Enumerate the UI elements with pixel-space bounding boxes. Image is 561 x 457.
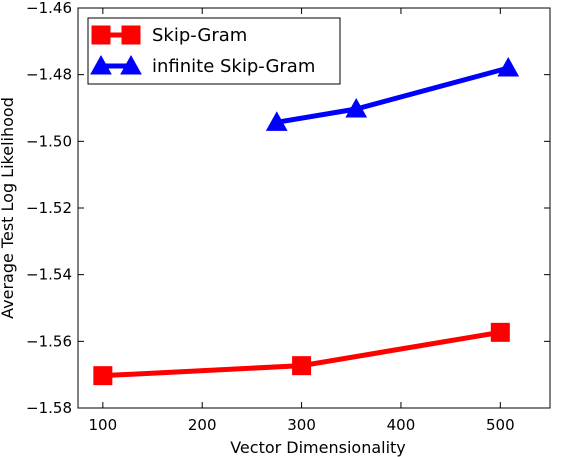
data-point-series-2-1 [265,111,288,131]
legend: Skip-Gram infinite Skip-Gram [87,17,341,85]
data-marks [93,56,520,386]
x-tick-label: 100 [89,416,118,434]
legend-marker-1-right [121,25,141,45]
data-point-series-1-3 [490,322,510,342]
y-tick-label: −1.58 [26,399,72,417]
y-tick-label: −1.48 [26,66,72,84]
x-axis-label: Vector Dimensionality [230,438,406,457]
data-point-series-1-2 [292,356,312,376]
y-tick-label: −1.50 [26,132,72,150]
legend-marker-1-left [91,25,111,45]
x-tick-label: 500 [486,416,515,434]
x-tick-label: 300 [287,416,316,434]
x-tick-label: 200 [188,416,217,434]
data-point-series-2-2 [345,97,368,118]
y-tick-label: −1.52 [26,199,72,217]
plot-frame [77,7,551,409]
y-tick-label: −1.46 [26,0,72,17]
data-point-series-2-3 [497,56,520,77]
legend-marker-2-left [90,54,112,75]
axis-ticks: 100 200 300 400 500 −1.58 −1.56 −1.54 −1.52 −1.50… [26,0,550,434]
legend-label-2: infinite Skip-Gram [152,56,315,77]
x-tick-label: 400 [387,416,416,434]
y-axis-label: Average Test Log Likelihood [0,97,17,319]
legend-marker-2-right [120,54,142,75]
y-tick-label: −1.56 [26,332,72,350]
data-point-series-1-1 [93,366,113,386]
y-tick-label: −1.54 [26,266,72,284]
legend-label-1: Skip-Gram [152,25,247,46]
